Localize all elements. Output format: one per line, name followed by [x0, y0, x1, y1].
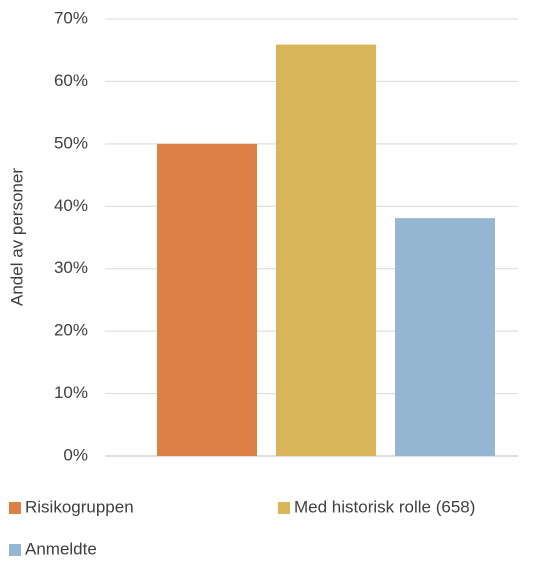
legend-swatch	[278, 502, 290, 514]
legend-label: Med historisk rolle (658)	[294, 497, 475, 516]
legend-label: Anmeldte	[25, 539, 97, 558]
legend-swatch	[9, 544, 21, 556]
legend-swatch	[9, 502, 21, 514]
y-tick-label: 0%	[63, 445, 88, 464]
legend-label: Risikogruppen	[25, 497, 134, 516]
y-tick-label: 10%	[54, 383, 88, 402]
y-tick-label: 60%	[54, 71, 88, 90]
y-tick-label: 40%	[54, 196, 88, 215]
y-tick-label: 20%	[54, 321, 88, 340]
y-axis-label: Andel av personer	[7, 168, 26, 306]
y-tick-label: 50%	[54, 133, 88, 152]
bar	[157, 143, 257, 456]
bar	[276, 44, 376, 457]
y-tick-label: 70%	[54, 8, 88, 27]
y-tick-label: 30%	[54, 258, 88, 277]
bar	[395, 218, 495, 456]
